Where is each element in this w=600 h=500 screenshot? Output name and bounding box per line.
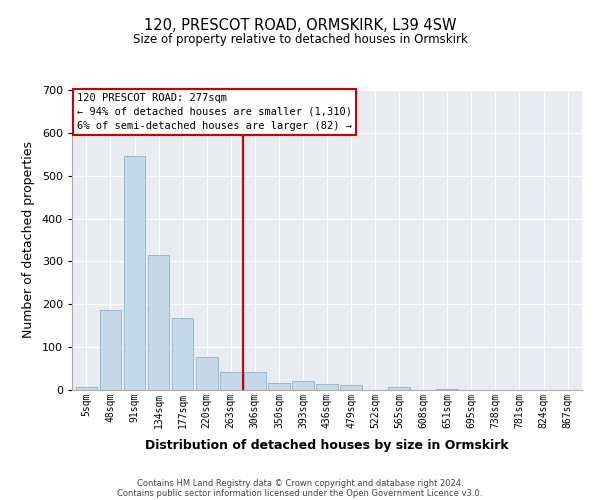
Text: Contains HM Land Registry data © Crown copyright and database right 2024.: Contains HM Land Registry data © Crown c… [137, 478, 463, 488]
Bar [436, 389, 458, 390]
Text: 120 PRESCOT ROAD: 277sqm
← 94% of detached houses are smaller (1,310)
6% of semi: 120 PRESCOT ROAD: 277sqm ← 94% of detach… [77, 93, 352, 131]
Bar [124, 156, 145, 390]
Bar [172, 318, 193, 390]
Bar [148, 254, 169, 390]
Text: Contains public sector information licensed under the Open Government Licence v3: Contains public sector information licen… [118, 488, 482, 498]
Bar [388, 386, 410, 390]
Bar [196, 358, 218, 390]
Y-axis label: Number of detached properties: Number of detached properties [22, 142, 35, 338]
Bar [220, 372, 242, 390]
Bar [340, 385, 362, 390]
Bar [100, 310, 121, 390]
Bar [268, 382, 290, 390]
Bar [316, 384, 338, 390]
Bar [76, 386, 97, 390]
Bar [244, 372, 266, 390]
Bar [292, 380, 314, 390]
Text: 120, PRESCOT ROAD, ORMSKIRK, L39 4SW: 120, PRESCOT ROAD, ORMSKIRK, L39 4SW [144, 18, 456, 32]
X-axis label: Distribution of detached houses by size in Ormskirk: Distribution of detached houses by size … [145, 439, 509, 452]
Text: Size of property relative to detached houses in Ormskirk: Size of property relative to detached ho… [133, 32, 467, 46]
